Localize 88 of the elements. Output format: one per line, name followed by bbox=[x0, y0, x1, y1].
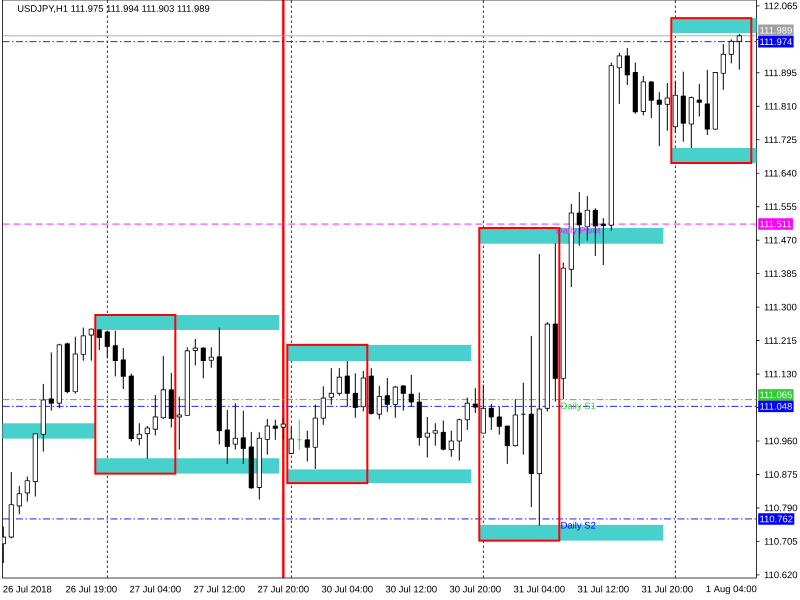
candlestick bbox=[328, 368, 334, 406]
candlestick bbox=[488, 403, 494, 430]
candlestick bbox=[40, 383, 46, 452]
y-tick-label: 110.705 bbox=[764, 538, 798, 545]
candlestick bbox=[224, 409, 230, 464]
ref-line-label: 111.974 bbox=[760, 38, 792, 46]
candlestick bbox=[360, 370, 366, 412]
candlestick bbox=[608, 62, 614, 232]
x-tick-label: 31 Jul 20:00 bbox=[642, 586, 693, 592]
x-tick-label: 31 Jul 12:00 bbox=[578, 586, 629, 592]
candlestick bbox=[696, 83, 702, 118]
x-tick-label: 26 Jul 2018 bbox=[3, 586, 52, 592]
y-tick-label: 110.790 bbox=[764, 504, 798, 512]
candlestick bbox=[664, 82, 670, 132]
candlestick bbox=[240, 410, 246, 464]
x-tick-label: 1 Aug 04:00 bbox=[706, 586, 756, 594]
candlestick bbox=[560, 262, 566, 400]
candlestick bbox=[552, 242, 558, 402]
y-tick-label: 110.960 bbox=[764, 438, 798, 444]
candlestick bbox=[168, 372, 174, 428]
ref-line-label: 110.762 bbox=[760, 516, 793, 522]
candlestick bbox=[424, 416, 430, 458]
candlestick bbox=[152, 394, 158, 436]
candlestick bbox=[280, 418, 286, 440]
candlestick bbox=[656, 92, 662, 147]
y-tick-label: 111.555 bbox=[764, 203, 796, 210]
candlestick bbox=[136, 422, 142, 446]
y-tick-label: 111.470 bbox=[764, 236, 796, 244]
candlestick bbox=[448, 430, 454, 458]
y-tick-label: 111.215 bbox=[764, 337, 796, 344]
candlestick bbox=[48, 352, 54, 412]
candlestick bbox=[208, 346, 214, 368]
candlestick bbox=[16, 485, 22, 515]
candlestick bbox=[176, 396, 182, 450]
candlestick bbox=[720, 44, 726, 90]
candlestick bbox=[120, 348, 126, 390]
ref-line-label: 111.511 bbox=[760, 220, 792, 228]
y-tick-label: 110.620 bbox=[764, 572, 798, 578]
candlestick bbox=[232, 402, 238, 450]
x-tick-label: 30 Jul 12:00 bbox=[386, 586, 437, 592]
ref-line-label: 111.989 bbox=[760, 26, 792, 34]
x-tick-label: 30 Jul 20:00 bbox=[450, 586, 501, 592]
candlestick bbox=[600, 218, 606, 266]
candlestick bbox=[216, 327, 222, 446]
y-tick-label: 111.725 bbox=[764, 136, 796, 144]
y-tick-label: 111.810 bbox=[764, 102, 796, 110]
y-tick-label: 111.895 bbox=[764, 69, 796, 76]
x-tick-label: 30 Jul 04:00 bbox=[322, 586, 373, 592]
y-tick-label: 110.875 bbox=[764, 471, 798, 478]
candlestick bbox=[112, 330, 118, 377]
candlestick bbox=[192, 338, 198, 366]
candlestick bbox=[536, 253, 542, 526]
candlestick bbox=[624, 48, 630, 86]
candlestick bbox=[416, 392, 422, 446]
y-tick-label: 111.385 bbox=[764, 270, 796, 277]
x-tick-label: 27 Jul 20:00 bbox=[258, 586, 309, 592]
x-tick-label: 31 Jul 04:00 bbox=[514, 586, 565, 592]
candlestick bbox=[320, 386, 326, 426]
candlestick bbox=[256, 432, 262, 500]
candlestick bbox=[704, 70, 710, 136]
y-tick-label: 111.130 bbox=[764, 370, 796, 378]
candlestick bbox=[304, 430, 310, 462]
x-tick-label: 27 Jul 04:00 bbox=[130, 586, 181, 592]
candlestick bbox=[632, 62, 638, 114]
candlestick bbox=[680, 71, 686, 142]
candlestick bbox=[376, 385, 382, 420]
candlestick bbox=[496, 406, 502, 436]
candlestick bbox=[472, 388, 478, 414]
candlestick bbox=[272, 419, 278, 440]
candlestick bbox=[464, 397, 470, 430]
y-tick-label: 111.640 bbox=[764, 170, 796, 177]
candlestick bbox=[384, 377, 390, 412]
chart-title: USDJPY,H1 111.975 111.994 111.903 111.989 bbox=[18, 5, 210, 14]
y-tick-label: 111.300 bbox=[764, 304, 796, 310]
ref-line-label: 111.048 bbox=[760, 402, 792, 410]
candlestick bbox=[352, 372, 358, 418]
y-tick-label: 112.065 bbox=[764, 2, 798, 10]
candlestick bbox=[344, 360, 350, 408]
candlestick bbox=[312, 404, 318, 470]
x-tick-label: 27 Jul 12:00 bbox=[194, 586, 245, 592]
candlestick bbox=[432, 422, 438, 446]
x-tick-label: 26 Jul 19:00 bbox=[66, 586, 117, 592]
candlestick bbox=[528, 335, 534, 508]
candlestick bbox=[264, 418, 270, 456]
candlestick bbox=[576, 192, 582, 246]
candlestick bbox=[24, 476, 30, 502]
ref-line-label: 111.065 bbox=[760, 391, 792, 398]
candlestick bbox=[32, 433, 38, 497]
